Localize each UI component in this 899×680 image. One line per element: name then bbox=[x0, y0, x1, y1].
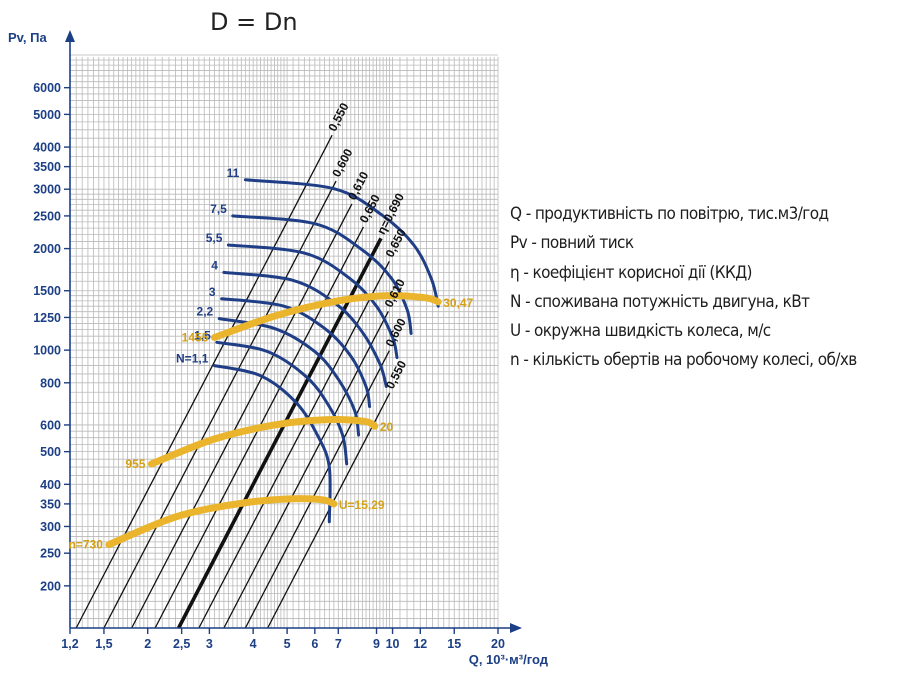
x-tick-label: 9 bbox=[373, 637, 380, 651]
y-tick-label: 6000 bbox=[33, 81, 61, 95]
x-tick-label: 10 bbox=[386, 637, 400, 651]
power-curve bbox=[222, 270, 388, 388]
y-tick-label: 200 bbox=[40, 579, 61, 593]
y-tick-label: 500 bbox=[40, 445, 61, 459]
efficiency-line bbox=[223, 311, 389, 629]
x-tick-label: 12 bbox=[413, 637, 427, 651]
speed-curve-label-start: 955 bbox=[125, 457, 145, 471]
power-curve-label: 4 bbox=[211, 258, 218, 272]
speed-curve bbox=[105, 495, 338, 549]
efficiency-line-label: 0,600 bbox=[329, 146, 355, 179]
x-tick-label: 6 bbox=[311, 637, 318, 651]
grid bbox=[69, 54, 499, 629]
x-tick-label: 20 bbox=[491, 637, 505, 651]
speed-curve bbox=[210, 292, 442, 341]
legend-item-n-power: N - споживана потужність двигуна, кВт bbox=[510, 291, 810, 312]
speed-curves bbox=[105, 292, 442, 549]
x-tick-label: 2 bbox=[144, 637, 151, 651]
power-curve bbox=[215, 340, 349, 466]
efficiency-line bbox=[131, 203, 353, 629]
legend-item-u: U - окружна швидкість колеса, м/с bbox=[510, 321, 771, 342]
y-tick-label: 4000 bbox=[33, 141, 61, 155]
efficiency-line bbox=[244, 350, 390, 629]
power-curve-label: 3 bbox=[209, 285, 216, 299]
x-tick-label: 4 bbox=[250, 637, 257, 651]
legend-item-pv: Pv - повний тиск bbox=[510, 233, 634, 254]
speed-curve-label-start: n=730 bbox=[69, 538, 104, 552]
x-tick-label: 7 bbox=[335, 637, 342, 651]
y-tick-label: 350 bbox=[40, 497, 61, 511]
power-curve bbox=[243, 178, 440, 308]
power-curve-label: 11 bbox=[227, 166, 240, 180]
speed-curve-label-end: U=15,29 bbox=[339, 498, 385, 512]
x-tick-label: 1,5 bbox=[95, 637, 112, 651]
y-tick-label: 250 bbox=[40, 547, 61, 561]
speed-curve bbox=[148, 416, 379, 468]
power-curve-label: 1,5 bbox=[194, 328, 211, 342]
x-tick-label: 1,2 bbox=[61, 637, 78, 651]
y-tick-label: 400 bbox=[40, 478, 61, 492]
y-tick-label: 2000 bbox=[33, 242, 61, 256]
y-tick-label: 1500 bbox=[33, 284, 61, 298]
power-curve bbox=[231, 214, 413, 335]
speed-curve-label-end: 30,47 bbox=[443, 296, 473, 310]
efficiency-line bbox=[75, 134, 333, 629]
y-tick-label: 2500 bbox=[33, 209, 61, 223]
y-tick-label: 800 bbox=[40, 376, 61, 390]
speed-curve-label-end: 20 bbox=[380, 420, 394, 434]
power-curve-label: 5,5 bbox=[206, 231, 223, 245]
power-curve bbox=[226, 243, 399, 360]
axes: 200 250 300 350 400 500 600 800 1000 1250 1500 2000… bbox=[8, 30, 549, 667]
chart-title: D = Dn bbox=[210, 8, 298, 36]
legend: Q - продуктивність по повітрю, тис.м3/го… bbox=[510, 200, 857, 376]
y-tick-label: 3500 bbox=[33, 160, 61, 174]
y-tick-label: 300 bbox=[40, 520, 61, 534]
power-curve-label: 7,5 bbox=[210, 202, 227, 216]
x-tick-label: 15 bbox=[447, 637, 461, 651]
y-tick-label: 1250 bbox=[33, 311, 61, 325]
speed-curve-label-start: 1455 bbox=[182, 331, 209, 345]
power-curves bbox=[212, 178, 440, 524]
power-curve bbox=[220, 297, 372, 409]
x-axis-label: Q, 10³·м³/год bbox=[469, 652, 549, 667]
efficiency-line-label: 0,550 bbox=[383, 358, 409, 391]
y-tick-label: 5000 bbox=[33, 108, 61, 122]
y-axis-label: Pv, Па bbox=[8, 30, 48, 45]
legend-item-n-rpm: n - кількість обертів на робочому колесі… bbox=[510, 350, 857, 371]
efficiency-line bbox=[103, 180, 337, 629]
x-tick-label: 3 bbox=[206, 637, 213, 651]
efficiency-line bbox=[176, 237, 383, 629]
x-tick-label: 2,5 bbox=[173, 637, 190, 651]
legend-item-eta: η - коефіцієнт корисної дії (ККД) bbox=[510, 262, 753, 283]
power-curve-label: N=1,1 bbox=[176, 352, 209, 366]
y-tick-label: 3000 bbox=[33, 183, 61, 197]
y-tick-label: 1000 bbox=[33, 344, 61, 358]
x-axis-arrow bbox=[510, 623, 522, 633]
y-tick-label: 600 bbox=[40, 418, 61, 432]
power-curve-label: 2,2 bbox=[197, 305, 214, 319]
efficiency-line bbox=[198, 260, 390, 629]
legend-item-q: Q - продуктивність по повітрю, тис.м3/го… bbox=[510, 204, 829, 224]
x-tick-label: 5 bbox=[284, 637, 291, 651]
y-axis-arrow bbox=[65, 30, 75, 42]
power-curve bbox=[217, 317, 361, 437]
